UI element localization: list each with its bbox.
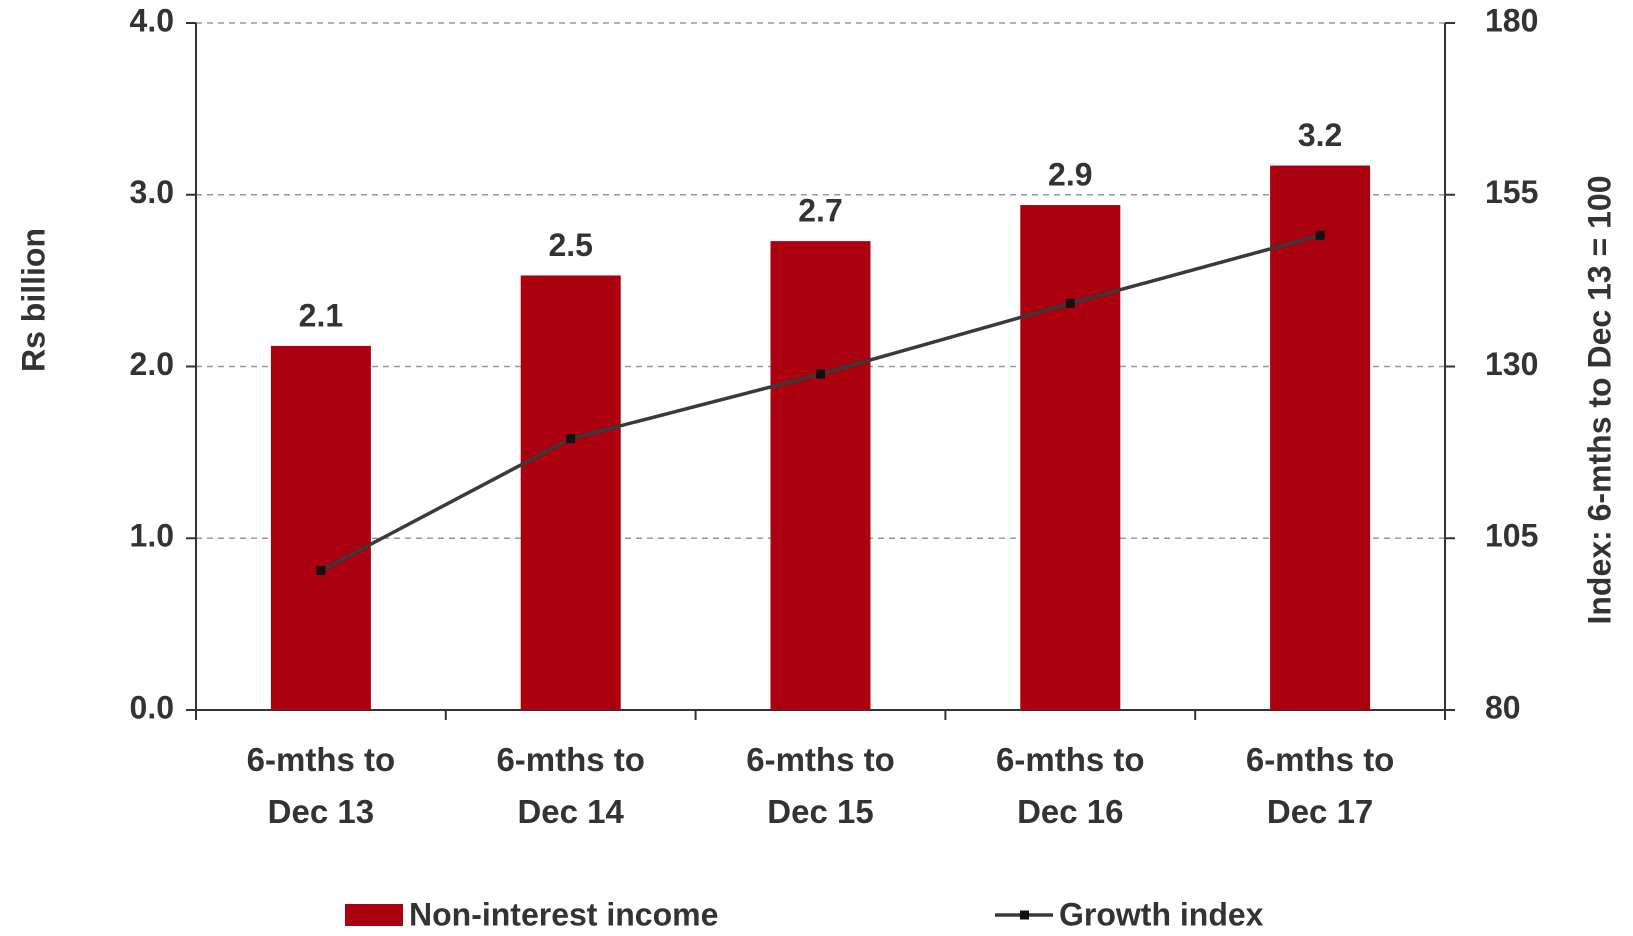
point — [566, 434, 576, 444]
y-tick-label: 0.0 — [130, 689, 174, 725]
legend-label: Non-interest income — [409, 896, 718, 932]
point — [816, 369, 825, 379]
y2-tick-label: 80 — [1485, 689, 1521, 725]
y-tick-label: 3.0 — [130, 174, 174, 210]
point — [1065, 298, 1075, 308]
value-label: 2.1 — [299, 297, 343, 333]
value-label: 3.2 — [1298, 117, 1342, 153]
x-tick-label: 6-mths to Dec 16 — [996, 741, 1145, 830]
y-axis-title: Rs billion — [15, 228, 51, 372]
y2-tick-label: 105 — [1485, 518, 1538, 554]
legend-label: Growth index — [1059, 896, 1264, 932]
bar — [1270, 165, 1371, 711]
value-label: 2.7 — [798, 193, 842, 229]
x-tick-label: 6-mths to Dec 17 — [1245, 741, 1395, 830]
bar — [270, 345, 371, 710]
x-tick-label: 6-mths to Dec 14 — [496, 741, 645, 830]
point — [1315, 230, 1325, 240]
y2-tick-label: 130 — [1485, 346, 1538, 382]
y-tick-label: 1.0 — [130, 518, 174, 554]
value-label: 2.5 — [548, 227, 592, 263]
point — [316, 566, 326, 576]
y-tick-label: 2.0 — [130, 346, 174, 382]
bar — [520, 275, 621, 710]
y-tick-label: 4.0 — [130, 2, 174, 38]
y2-tick-label: 155 — [1485, 174, 1538, 210]
x-tick-label: 6-mths to Dec 13 — [246, 741, 396, 830]
legend-swatch — [1020, 910, 1029, 920]
y2-axis-title: Index: 6-mths to Dec 13 = 100 — [1581, 175, 1617, 624]
x-tick-label: 6-mths to Dec 15 — [746, 741, 895, 830]
legend-swatch — [345, 904, 403, 926]
y2-tick-label: 180 — [1485, 2, 1538, 38]
value-label: 2.9 — [1048, 157, 1092, 193]
bar — [1020, 205, 1121, 710]
bar — [770, 241, 871, 710]
